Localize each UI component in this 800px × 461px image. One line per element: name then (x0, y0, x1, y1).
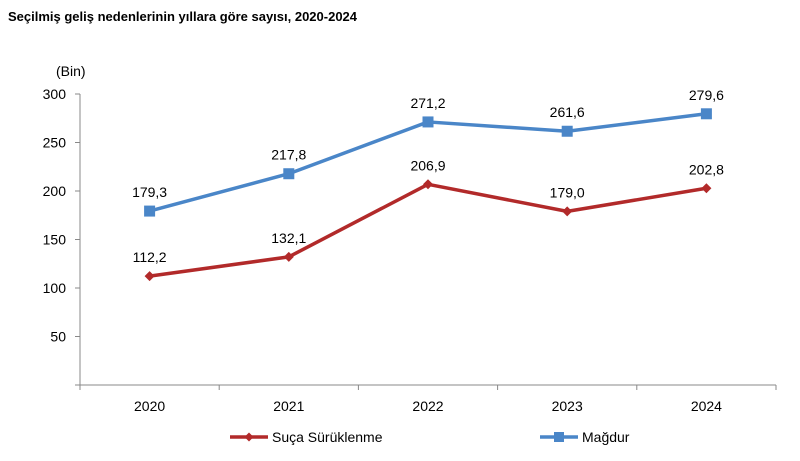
data-point (144, 271, 155, 282)
y-tick-label: 150 (43, 232, 67, 248)
data-label: 112,2 (133, 249, 167, 265)
axes: 50 100 150 200 250 300 2020 2021 2022 2023 2024 (43, 86, 777, 414)
data-label: 271,2 (410, 95, 445, 111)
y-tick-label: 50 (50, 329, 66, 345)
x-tick-label: 2020 (134, 398, 165, 414)
legend-marker (554, 432, 564, 442)
series-line-0 (149, 182, 707, 278)
y-tick-label: 300 (43, 86, 67, 102)
x-tick-label: 2022 (412, 398, 443, 414)
data-point (701, 183, 712, 194)
legend: Suça Sürüklenme Mağdur (230, 429, 630, 445)
legend-label: Mağdur (582, 429, 630, 445)
legend-label: Suça Sürüklenme (272, 429, 383, 445)
chart-title: Seçilmiş geliş nedenlerinin yıllara göre… (8, 9, 358, 24)
data-point (562, 206, 573, 217)
data-label: 202,8 (689, 161, 724, 177)
y-tick-label: 200 (43, 183, 67, 199)
data-label: 179,3 (132, 184, 167, 200)
series-lines (144, 108, 712, 282)
data-point (700, 108, 712, 120)
data-point (422, 116, 434, 128)
data-point (283, 251, 294, 262)
data-label: 217,8 (271, 147, 306, 163)
data-label: 206,9 (410, 157, 445, 173)
y-tick-label: 250 (43, 135, 67, 151)
x-tick-label: 2021 (273, 398, 304, 414)
data-label: 279,6 (689, 87, 724, 103)
data-label: 179,0 (550, 184, 585, 200)
data-point (561, 125, 573, 137)
y-tick-label: 100 (43, 280, 67, 296)
data-labels: 112,2 132,1 206,9 179,0 202,8 179,3 217,8 271,2… (132, 87, 724, 265)
y-unit-label: (Bin) (56, 63, 86, 79)
data-point (423, 179, 433, 190)
x-tick-label: 2023 (552, 398, 583, 414)
data-point (283, 168, 295, 180)
legend-marker (244, 432, 254, 442)
x-tick-label: 2024 (691, 398, 722, 414)
data-label: 132,1 (271, 230, 306, 246)
data-label: 261,6 (550, 104, 585, 120)
data-point (144, 205, 156, 217)
